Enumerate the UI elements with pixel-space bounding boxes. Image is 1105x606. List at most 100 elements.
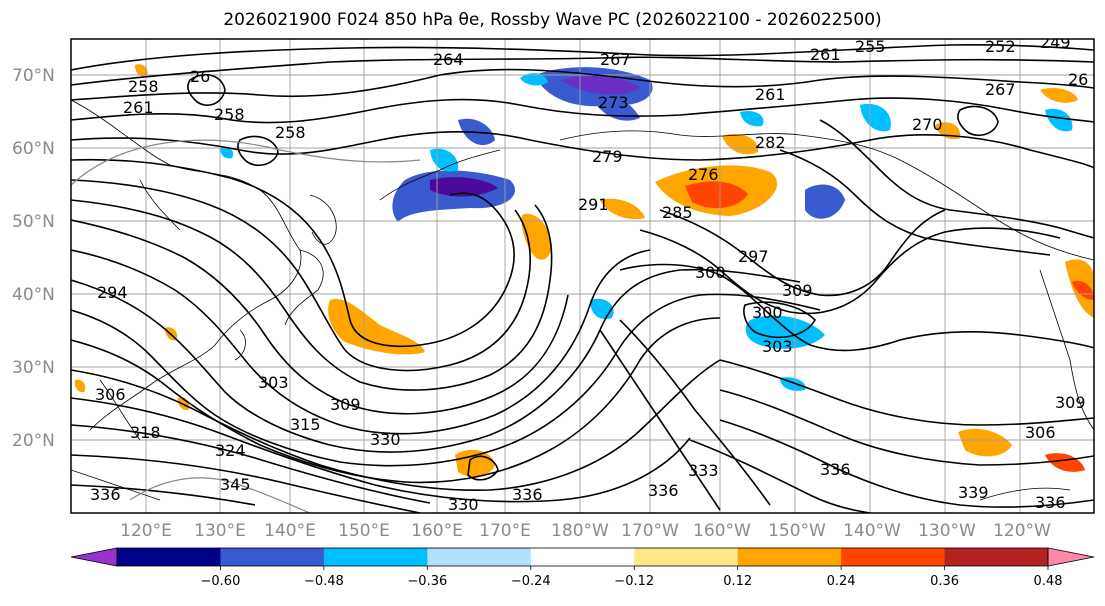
contour-label: 324 — [215, 441, 246, 460]
contour-label: 318 — [130, 423, 161, 442]
lon-label: 160°W — [693, 521, 751, 541]
contour-label: 309 — [330, 395, 361, 414]
colorbar-segment — [323, 548, 428, 566]
contour-labels: 264 267 261 255 252 249 26 267 261 270 2… — [90, 33, 1088, 514]
lon-label: 130°W — [918, 521, 976, 541]
contour-label: 303 — [258, 373, 289, 392]
contour-label: 261 — [123, 98, 154, 117]
colorbar-segment — [530, 548, 635, 566]
contour-label: 270 — [912, 115, 943, 134]
lon-label: 120°W — [993, 521, 1051, 541]
lat-label: 40°N — [12, 285, 55, 305]
contour-label: 285 — [662, 203, 693, 222]
contour-label: 336 — [648, 481, 679, 500]
contour-label: 252 — [985, 37, 1016, 56]
contour-label: 273 — [598, 93, 629, 112]
colorbar-tick-label: 0.48 — [1034, 574, 1063, 589]
contour-label: 300 — [752, 303, 783, 322]
contour-label: 336 — [512, 485, 543, 504]
colorbar-extend-min — [70, 547, 118, 567]
positive-anomaly-region — [722, 133, 759, 155]
contour-label: 26 — [190, 67, 210, 86]
contour-label: 255 — [855, 37, 886, 56]
positive-anomaly-region — [1072, 280, 1094, 300]
lat-label: 20°N — [12, 431, 55, 451]
colorbar-tick-label: −0.12 — [614, 574, 654, 589]
contour-label: 267 — [600, 50, 631, 69]
negative-anomaly-region — [520, 73, 548, 86]
lat-label: 70°N — [12, 66, 55, 86]
theta-e-contours — [71, 44, 1094, 513]
negative-anomaly-region — [805, 184, 845, 219]
lon-label: 140°E — [264, 521, 316, 541]
negative-anomaly-region — [1045, 108, 1073, 132]
lon-label: 160°E — [411, 521, 463, 541]
contour-label: 315 — [290, 415, 321, 434]
contour-label: 309 — [1055, 393, 1086, 412]
contour-label: 306 — [95, 385, 126, 404]
contour-label: 258 — [275, 123, 306, 142]
contour-label: 300 — [695, 263, 726, 282]
contour-label: 258 — [214, 105, 245, 124]
reference-arcs — [71, 139, 421, 513]
contour-label: 306 — [1025, 423, 1056, 442]
negative-anomaly-region — [590, 93, 640, 121]
lon-label: 130°E — [194, 521, 246, 541]
colorbar-segment — [944, 548, 1049, 566]
lon-label: 140°W — [843, 521, 901, 541]
colorbar-tick-label: −0.24 — [511, 574, 551, 589]
contour-label: 282 — [755, 133, 786, 152]
positive-anomaly-region — [328, 299, 425, 355]
positive-anomaly-region — [685, 181, 748, 209]
contour-label: 330 — [448, 495, 479, 514]
positive-anomaly-region — [74, 379, 86, 393]
contour-label: 249 — [1040, 33, 1071, 52]
contour-label: 264 — [433, 50, 464, 69]
lat-label: 50°N — [12, 212, 55, 232]
positive-anomaly-region — [521, 213, 552, 260]
figure-title: 2026021900 F024 850 hPa θe, Rossby Wave … — [223, 10, 882, 30]
contour-label: 303 — [762, 337, 793, 356]
contour-label: 258 — [128, 77, 159, 96]
contour-label: 267 — [985, 80, 1016, 99]
negative-anomaly-region — [740, 110, 764, 127]
lon-label: 170°E — [479, 521, 531, 541]
lon-label: 180°W — [551, 521, 609, 541]
contour-label: 339 — [958, 483, 989, 502]
contour-label: 261 — [810, 45, 841, 64]
negative-anomaly-region — [860, 103, 891, 132]
colorbar-frame — [116, 547, 1049, 567]
colorbar-segment — [737, 548, 842, 566]
map-content: 264 267 261 255 252 249 26 267 261 270 2… — [71, 33, 1094, 514]
positive-anomaly-region — [958, 428, 1012, 457]
lon-label: 150°E — [338, 521, 390, 541]
colorbar-tick-label: −0.48 — [304, 574, 344, 589]
lon-label: 150°W — [768, 521, 826, 541]
contour-label: 279 — [592, 147, 623, 166]
lat-label: 60°N — [12, 139, 55, 159]
positive-anomaly-region — [1040, 88, 1078, 103]
colorbar-segment — [634, 548, 739, 566]
colorbar-tick-label: 0.36 — [930, 574, 959, 589]
lat-label: 30°N — [12, 358, 55, 378]
negative-anomaly-region — [220, 147, 234, 159]
colorbar-segment — [427, 548, 532, 566]
negative-anomaly-region — [430, 177, 498, 197]
contour-label: 336 — [90, 485, 121, 504]
positive-anomaly-region — [600, 198, 645, 220]
lon-label: 170°W — [621, 521, 679, 541]
contour-label: 276 — [688, 165, 719, 184]
contour-label: 297 — [738, 247, 769, 266]
map-frame — [70, 38, 1095, 514]
colorbar-segment — [841, 548, 946, 566]
contour-label: 336 — [820, 460, 851, 479]
contour-label: 261 — [755, 85, 786, 104]
colorbar-segment — [117, 548, 221, 566]
colorbar-segment — [220, 548, 325, 566]
colorbar: −0.60 −0.48 −0.36 −0.24 −0.12 0.12 0.24 0.36 0.4… — [70, 547, 1095, 589]
colorbar-tick-label: −0.60 — [201, 574, 241, 589]
colorbar-tick-label: −0.36 — [407, 574, 447, 589]
map-background — [71, 39, 1094, 513]
contour-label: 336 — [1035, 493, 1066, 512]
